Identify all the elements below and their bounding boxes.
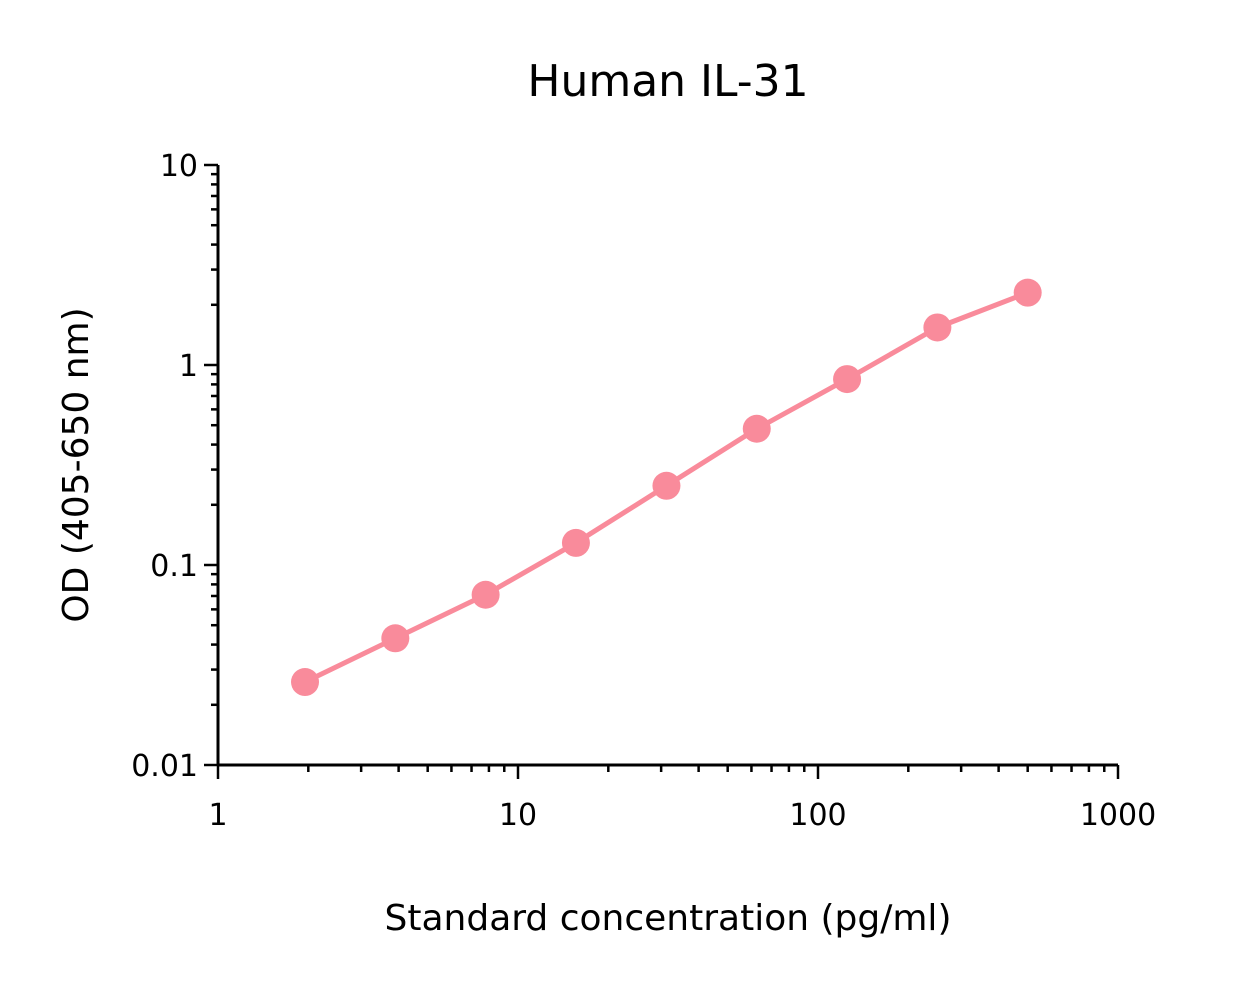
y-axis: 0.01 0.1 1 10 [131,149,220,784]
chart-title: Human IL-31 [527,56,808,107]
y-tick-label: 0.1 [150,549,198,584]
x-tick-label: 10 [499,798,537,833]
data-point [652,471,681,500]
x-tick-label: 100 [789,798,846,833]
data-point [561,528,590,557]
x-tick-label: 1 [208,798,227,833]
x-axis: 1 10 100 1000 [208,763,1156,833]
y-tick-label: 1 [179,349,198,384]
data-point [1013,278,1042,307]
x-tick-label: 1000 [1080,798,1156,833]
data-point [833,365,862,394]
y-axis-label: OD (405-650 nm) [56,307,97,622]
data-point [471,580,500,609]
data-point [291,668,320,697]
y-tick-label: 10 [160,149,198,184]
data-point [381,624,410,653]
data-point [742,414,771,443]
y-tick-label: 0.01 [131,749,198,784]
data-point [923,313,952,342]
x-axis-label: Standard concentration (pg/ml) [385,898,952,939]
series [291,278,1042,697]
